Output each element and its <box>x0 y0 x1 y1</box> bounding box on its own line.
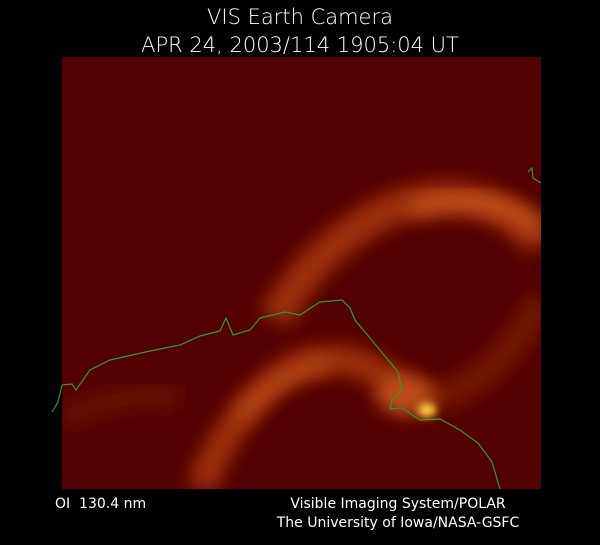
coastline <box>527 166 542 184</box>
title: VIS Earth Camera <box>207 5 393 29</box>
aurora-image <box>62 57 541 489</box>
institution-label: The University of Iowa/NASA-GSFC <box>276 515 520 531</box>
band-label: OI 130.4 nm <box>55 496 146 512</box>
timestamp: APR 24, 2003/114 1905:04 UT <box>141 33 459 57</box>
instrument-label: Visible Imaging System/POLAR <box>290 496 506 512</box>
coastline <box>51 299 501 490</box>
